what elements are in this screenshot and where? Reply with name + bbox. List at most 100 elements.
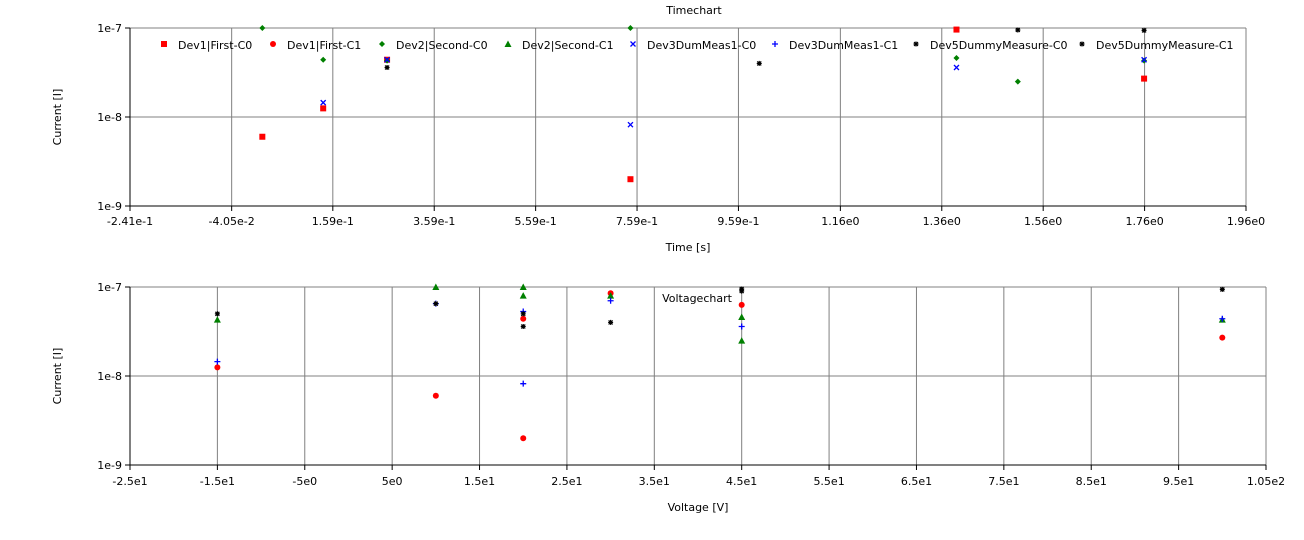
data-point (320, 99, 327, 106)
data-point (953, 55, 960, 62)
data-point (320, 56, 327, 63)
data-point (384, 56, 391, 63)
x-tick-label: 9.59e-1 (717, 215, 759, 228)
data-point (214, 364, 221, 371)
legend-label: Dev3DumMeas1-C1 (789, 39, 898, 52)
data-point (608, 319, 614, 325)
chart-2: -2.5e1 -1.5e1 -5e0 5e0 1.5e1 2.5e1 3.5e1 4.5e1 5… (51, 281, 1285, 514)
y-tick-label: 1e-8 (97, 111, 122, 124)
data-point (432, 392, 439, 399)
legend-marker (772, 41, 778, 47)
y-tick-label: 1e-8 (97, 370, 122, 383)
series-dev5dummymeasure-c1 (214, 286, 1225, 329)
x-tick-label: -2.41e-1 (107, 215, 153, 228)
series-dev5dummymeasure-c0 (384, 27, 1147, 70)
x-tick-label: -1.5e1 (200, 475, 235, 488)
data-point (1141, 75, 1148, 82)
series-dev1-first-c1 (214, 290, 1226, 442)
x-tick-label: 1.36e0 (923, 215, 961, 228)
data-point (627, 121, 634, 128)
y-tick-label: 1e-9 (97, 200, 122, 213)
data-point (627, 25, 634, 31)
x-tick-label: 1.59e-1 (312, 215, 354, 228)
data-point (756, 60, 762, 66)
legend-marker (913, 41, 919, 47)
data-point (1141, 27, 1147, 33)
data-point (520, 323, 526, 329)
x-tick-label: 1.05e2 (1247, 475, 1285, 488)
data-point (1141, 56, 1148, 63)
x-tick-label: 5e0 (382, 475, 403, 488)
x-axis-label: Voltage [V] (668, 501, 729, 514)
x-tick-label: 3.5e1 (639, 475, 670, 488)
legend-label: Dev1|First-C0 (178, 39, 252, 52)
data-point (607, 297, 614, 304)
data-point (1219, 334, 1226, 341)
legend-label: Dev5DummyMeasure-C0 (930, 39, 1068, 52)
data-point (739, 288, 745, 294)
chart-1: -2.41e-1 -4.05e-2 1.59e-1 3.59e-1 5.59e-1 7.5… (51, 4, 1265, 254)
data-point (627, 176, 634, 183)
x-tick-label: 1.76e0 (1125, 215, 1163, 228)
series-dev3dummeas1-c0 (320, 56, 1148, 128)
x-tick-label: -2.5e1 (112, 475, 147, 488)
data-point (259, 25, 266, 31)
data-point (738, 313, 746, 321)
data-point (213, 316, 221, 323)
legend-label: Dev1|First-C1 (287, 39, 361, 52)
x-tick-label: 9.5e1 (1163, 475, 1194, 488)
y-axis-label: Current [I] (51, 348, 64, 405)
legend-label: Dev2|Second-C0 (396, 39, 488, 52)
chart-title: Voltagechart (662, 292, 733, 305)
legend-marker (1079, 41, 1085, 47)
legend-marker (504, 40, 512, 47)
x-tick-label: 7.5e1 (988, 475, 1019, 488)
data-point (738, 301, 745, 308)
x-tick-label: 8.5e1 (1076, 475, 1107, 488)
x-tick-label: 1.96e0 (1227, 215, 1265, 228)
data-point (953, 26, 960, 33)
data-point (214, 358, 221, 365)
x-tick-label: -5e0 (292, 475, 317, 488)
data-point (1219, 315, 1226, 322)
data-point (519, 283, 527, 290)
series-dev3dummeas1-c1 (214, 297, 1226, 387)
legend-marker (630, 41, 636, 47)
data-point (1014, 78, 1021, 85)
chart-title: Timechart (665, 4, 722, 17)
data-point (520, 380, 527, 387)
x-tick-label: 4.5e1 (726, 475, 757, 488)
y-axis-label: Current [I] (51, 89, 64, 146)
x-tick-label: -4.05e-2 (209, 215, 255, 228)
legend-label: Dev2|Second-C1 (522, 39, 614, 52)
data-point (607, 292, 615, 299)
y-tick-label: 1e-7 (97, 22, 122, 35)
legend: Dev1|First-C0 Dev1|First-C1 Dev2|Second-C0… (161, 39, 1234, 52)
data-point (738, 323, 745, 330)
legend-marker (379, 41, 385, 47)
data-point (1219, 286, 1225, 292)
data-point (259, 133, 266, 140)
data-point (384, 64, 390, 70)
x-tick-label: 2.5e1 (551, 475, 582, 488)
data-point (953, 64, 960, 71)
x-tick-label: 6.5e1 (901, 475, 932, 488)
data-point (520, 435, 527, 442)
legend-label: Dev3DumMeas1-C0 (647, 39, 756, 52)
x-tick-label: 5.59e-1 (515, 215, 557, 228)
series-dev2-second-c0 (259, 25, 1148, 85)
data-point (519, 292, 527, 299)
data-point (320, 105, 327, 112)
data-point (214, 311, 220, 317)
x-tick-label: 3.59e-1 (413, 215, 455, 228)
x-axis-label: Time [s] (665, 241, 711, 254)
x-tick-label: 7.59e-1 (616, 215, 658, 228)
legend-label: Dev5DummyMeasure-C1 (1096, 39, 1234, 52)
data-point (738, 337, 746, 344)
y-tick-label: 1e-9 (97, 459, 122, 472)
x-tick-label: 1.5e1 (464, 475, 495, 488)
data-point (520, 311, 526, 317)
x-tick-label: 1.16e0 (821, 215, 859, 228)
legend-marker (270, 41, 276, 47)
